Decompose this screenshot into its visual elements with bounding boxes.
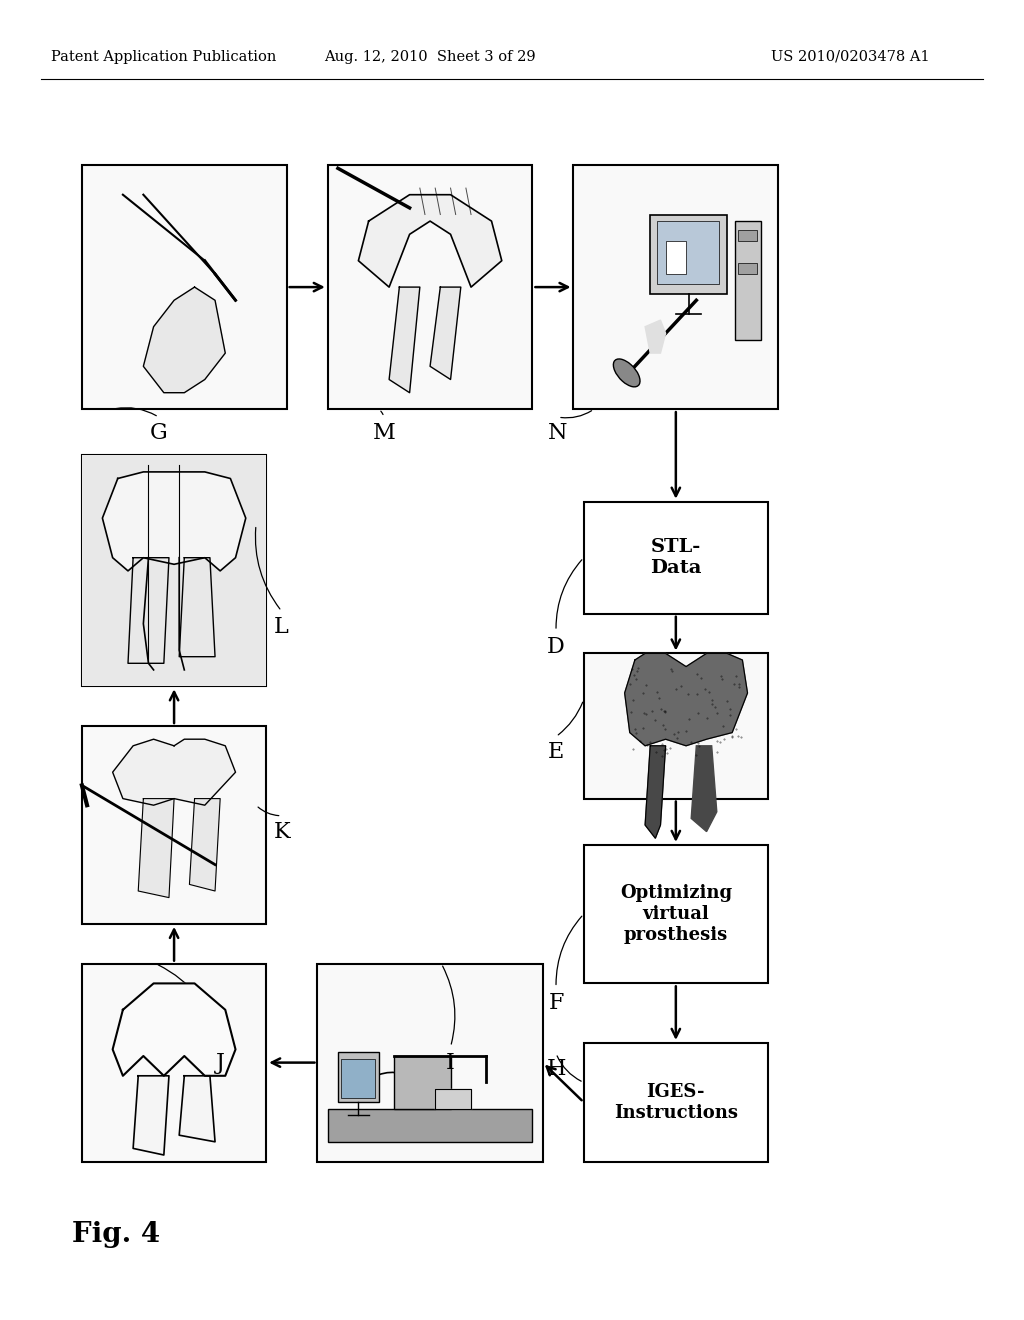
Bar [666, 242, 686, 275]
Polygon shape [389, 288, 420, 393]
FancyBboxPatch shape [82, 165, 287, 409]
Polygon shape [102, 473, 246, 570]
Polygon shape [179, 1076, 215, 1142]
Polygon shape [113, 983, 236, 1076]
Polygon shape [113, 739, 236, 805]
Polygon shape [625, 653, 748, 746]
Polygon shape [691, 746, 717, 832]
Polygon shape [645, 321, 666, 354]
Text: F: F [548, 993, 564, 1014]
FancyBboxPatch shape [82, 455, 266, 686]
Polygon shape [358, 195, 502, 288]
Text: M: M [373, 422, 395, 444]
FancyBboxPatch shape [584, 1043, 768, 1162]
Text: Patent Application Publication: Patent Application Publication [51, 50, 276, 63]
Polygon shape [430, 288, 461, 380]
Bar [738, 231, 757, 242]
Text: N: N [548, 422, 568, 444]
Polygon shape [138, 799, 174, 898]
Text: STL-
Data: STL- Data [650, 539, 701, 577]
FancyBboxPatch shape [82, 964, 266, 1162]
Ellipse shape [613, 359, 640, 387]
Polygon shape [133, 1076, 169, 1155]
Text: I: I [446, 1052, 455, 1073]
Text: Fig. 4: Fig. 4 [72, 1221, 160, 1247]
Bar [82, 455, 266, 686]
FancyBboxPatch shape [328, 165, 532, 409]
Polygon shape [435, 1089, 471, 1109]
Polygon shape [128, 557, 169, 663]
Text: J: J [216, 1052, 224, 1073]
FancyBboxPatch shape [317, 964, 543, 1162]
Text: Optimizing
virtual
prosthesis: Optimizing virtual prosthesis [620, 884, 732, 944]
Bar [657, 220, 719, 285]
Text: K: K [273, 821, 290, 842]
Bar [394, 1056, 451, 1109]
Text: D: D [547, 636, 565, 657]
FancyBboxPatch shape [584, 502, 768, 614]
Text: L: L [274, 616, 289, 638]
Polygon shape [189, 799, 220, 891]
Polygon shape [179, 557, 215, 657]
Text: E: E [548, 742, 564, 763]
Text: Aug. 12, 2010  Sheet 3 of 29: Aug. 12, 2010 Sheet 3 of 29 [325, 50, 536, 63]
FancyBboxPatch shape [573, 165, 778, 409]
Polygon shape [143, 288, 225, 393]
Bar [738, 264, 757, 275]
Polygon shape [645, 746, 666, 838]
Bar [341, 1059, 375, 1098]
Text: US 2010/0203478 A1: US 2010/0203478 A1 [771, 50, 929, 63]
Bar [735, 222, 761, 341]
Bar [328, 1109, 532, 1142]
Text: G: G [150, 422, 168, 444]
Text: IGES-
Instructions: IGES- Instructions [613, 1082, 738, 1122]
Bar [650, 215, 727, 294]
Text: H: H [546, 1059, 566, 1080]
FancyBboxPatch shape [82, 726, 266, 924]
Bar [338, 1052, 379, 1102]
FancyBboxPatch shape [584, 845, 768, 983]
FancyBboxPatch shape [584, 653, 768, 799]
